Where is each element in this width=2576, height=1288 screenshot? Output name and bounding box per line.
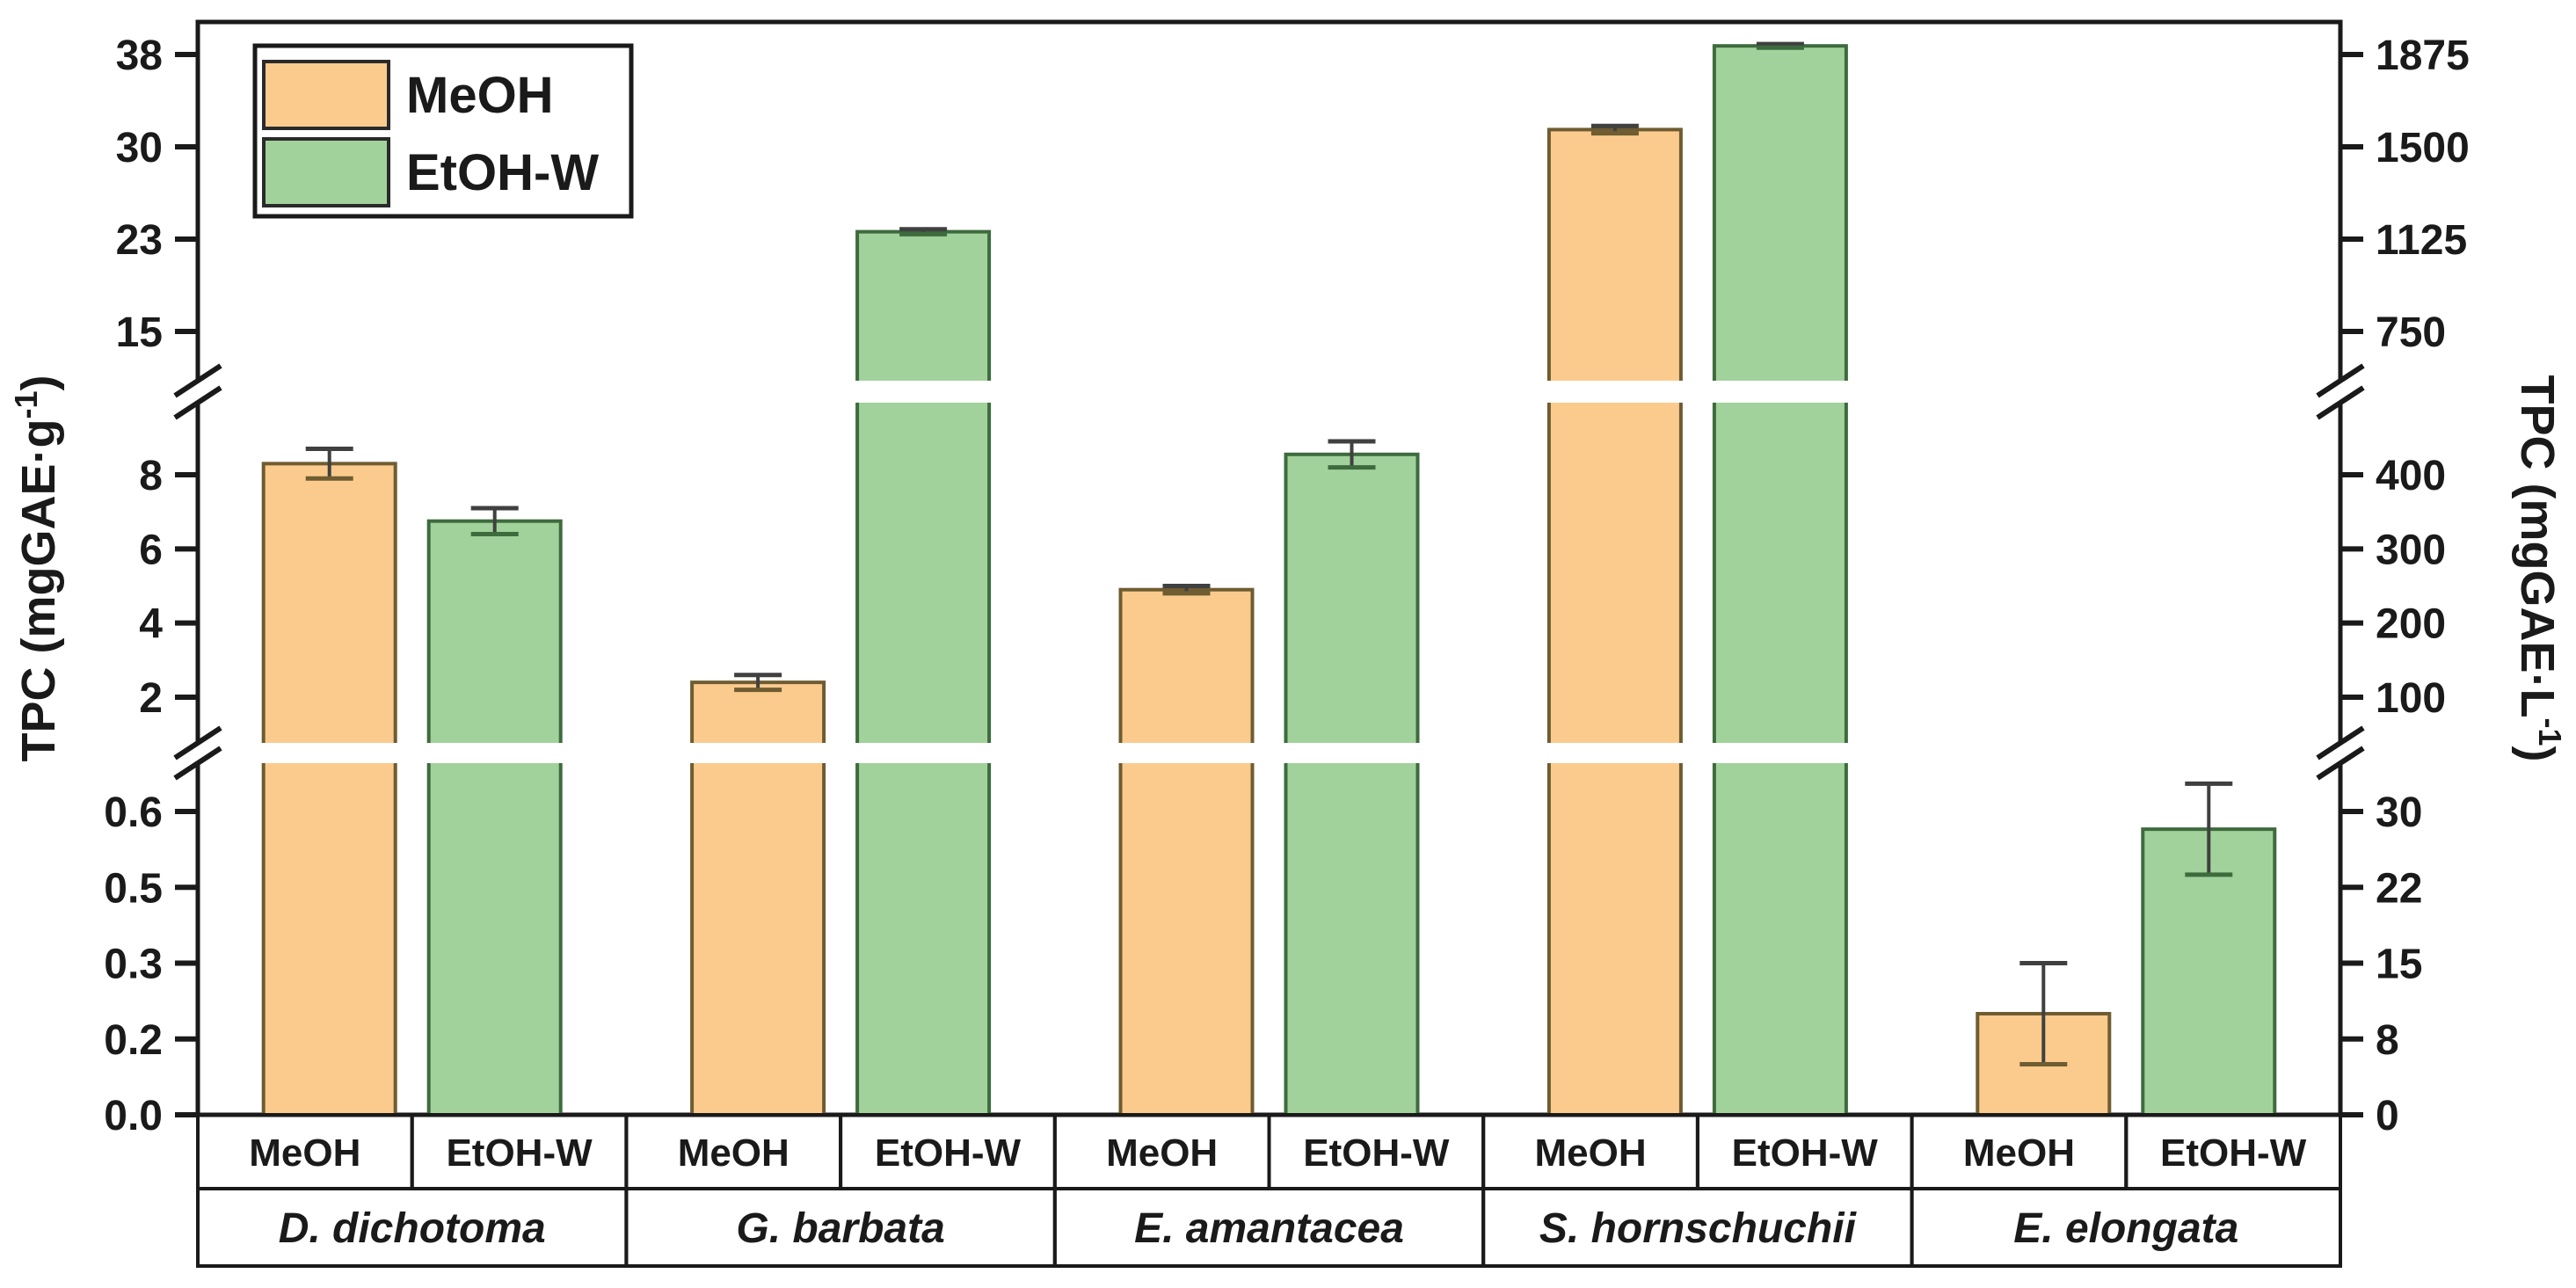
- right-axis-title: TPC (mgGAE·L-1): [2511, 375, 2568, 762]
- legend-swatch-etoh-w: [262, 137, 390, 207]
- tick-label-left-0-2: 0.2: [104, 1017, 163, 1064]
- solvent-cell-label-8-etoh-w: EtOH-W: [1732, 1132, 1879, 1175]
- solvent-cell-label-10-etoh-w: EtOH-W: [2160, 1132, 2307, 1175]
- tick-label-right-100: 100: [2376, 675, 2446, 722]
- species-cell-label-g-barbata: G. barbata: [736, 1205, 944, 1252]
- species-cell-e-elongata: [1910, 1187, 2343, 1268]
- solvent-cell-label-3-meoh: MeOH: [678, 1132, 790, 1175]
- tick-label-left-0-3: 0.3: [104, 942, 163, 988]
- species-cell-label-e-amantacea: E. amantacea: [1134, 1205, 1404, 1252]
- axis-break-mark-2-left-upper: [173, 725, 222, 760]
- tick-label-right-0: 0: [2376, 1093, 2399, 1139]
- tick-label-right-1875: 1875: [2376, 33, 2470, 79]
- legend-label-etoh-w: EtOH-W: [406, 144, 599, 201]
- tick-label-left-23: 23: [116, 217, 163, 264]
- solvent-cell-label-7-meoh: MeOH: [1534, 1132, 1646, 1175]
- tick-label-right-200: 200: [2376, 601, 2446, 648]
- solvent-cell-label-5-meoh: MeOH: [1106, 1132, 1218, 1175]
- solvent-cell-label-6-etoh-w: EtOH-W: [1303, 1132, 1450, 1175]
- tick-label-right-300: 300: [2376, 527, 2446, 573]
- bar-etoh-w-s-hornschuchii: [1712, 44, 1848, 1117]
- tick-label-right-30: 30: [2376, 790, 2422, 836]
- species-cell-label-s-hornschuchii: S. hornschuchii: [1539, 1205, 1858, 1252]
- axis-break-band-2: [187, 743, 2351, 763]
- tick-label-left-6: 6: [139, 527, 163, 573]
- tick-label-left-0-5: 0.5: [104, 865, 163, 912]
- tick-label-left-30: 30: [116, 125, 163, 171]
- axis-break-mark-1-right-upper: [2316, 363, 2365, 398]
- solvent-cell-label-4-etoh-w: EtOH-W: [875, 1132, 1022, 1175]
- tick-label-right-1500: 1500: [2376, 125, 2470, 171]
- solvent-cell-label-2-etoh-w: EtOH-W: [446, 1132, 593, 1175]
- bar-meoh-d-dichotoma: [261, 462, 397, 1117]
- tick-label-right-15: 15: [2376, 942, 2422, 988]
- axis-break-mark-1-right-lower: [2316, 385, 2365, 420]
- species-cell-label-e-elongata: E. elongata: [2013, 1205, 2238, 1252]
- tick-label-right-1125: 1125: [2376, 217, 2467, 264]
- tick-label-right-22: 22: [2376, 865, 2422, 912]
- bar-etoh-w-e-amantacea: [1284, 452, 1420, 1117]
- left-axis-title: TPC (mgGAE·g-1): [8, 375, 65, 762]
- solvent-cell-label-9-meoh: MeOH: [1963, 1132, 2075, 1175]
- tick-label-left-38: 38: [116, 33, 163, 79]
- tick-label-left-0-0: 0.0: [104, 1093, 163, 1139]
- bar-meoh-e-amantacea: [1118, 587, 1255, 1117]
- axis-break-mark-2-left-lower: [173, 746, 222, 781]
- tick-label-left-4: 4: [139, 601, 163, 648]
- legend-swatch-meoh: [262, 60, 390, 130]
- tick-label-left-15: 15: [116, 309, 163, 356]
- tick-label-right-750: 750: [2376, 309, 2446, 356]
- axis-break-mark-1-left-lower: [173, 385, 222, 420]
- axis-break-mark-1-left-upper: [173, 363, 222, 398]
- axis-break-band-1: [187, 381, 2351, 403]
- bar-etoh-w-d-dichotoma: [426, 519, 563, 1117]
- tick-label-left-0-6: 0.6: [104, 790, 163, 836]
- axis-break-mark-2-right-lower: [2316, 746, 2365, 781]
- bar-etoh-w-g-barbata: [855, 229, 992, 1117]
- bar-meoh-s-hornschuchii: [1546, 127, 1683, 1117]
- tick-label-left-8: 8: [139, 453, 163, 499]
- solvent-cell-label-1-meoh: MeOH: [249, 1132, 360, 1175]
- tick-label-right-8: 8: [2376, 1017, 2399, 1064]
- axis-break-mark-2-right-upper: [2316, 725, 2365, 760]
- species-cell-label-d-dichotoma: D. dichotoma: [279, 1205, 546, 1252]
- tick-label-left-2: 2: [139, 675, 163, 722]
- legend-label-meoh: MeOH: [406, 67, 554, 124]
- tick-label-right-400: 400: [2376, 453, 2446, 499]
